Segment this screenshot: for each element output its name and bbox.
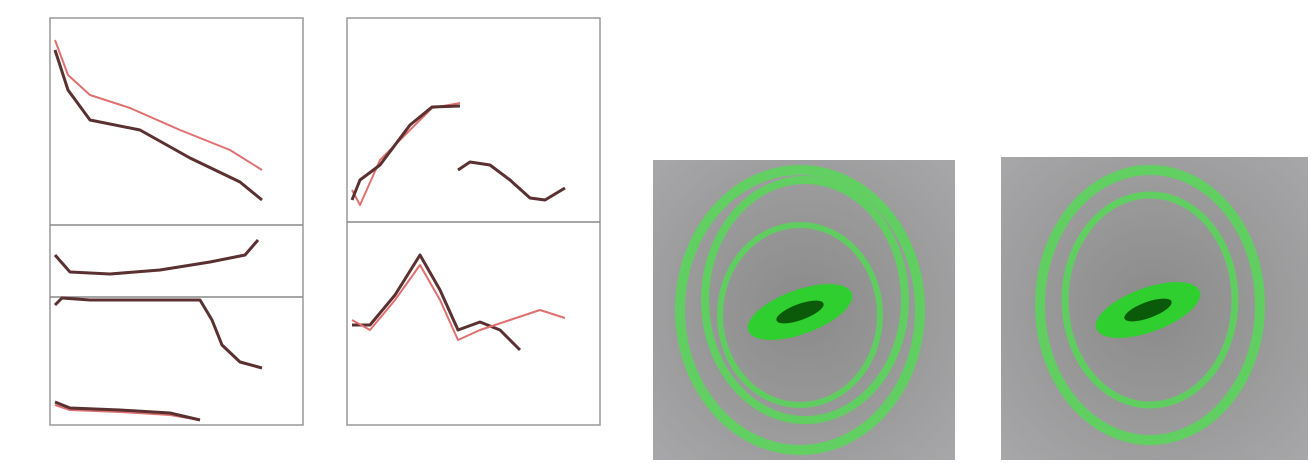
trace <box>54 39 263 171</box>
trace <box>53 239 260 276</box>
trace <box>53 49 263 202</box>
left-plots <box>49 17 304 426</box>
trace <box>54 400 201 422</box>
trace <box>53 296 263 370</box>
image-2 <box>1001 157 1308 460</box>
trace <box>351 264 566 341</box>
trace <box>352 253 522 352</box>
trace <box>457 160 566 202</box>
trace <box>351 102 461 206</box>
image-1 <box>653 160 955 460</box>
trace <box>350 104 461 201</box>
right-plots <box>346 17 601 426</box>
panel-frame <box>49 17 304 426</box>
